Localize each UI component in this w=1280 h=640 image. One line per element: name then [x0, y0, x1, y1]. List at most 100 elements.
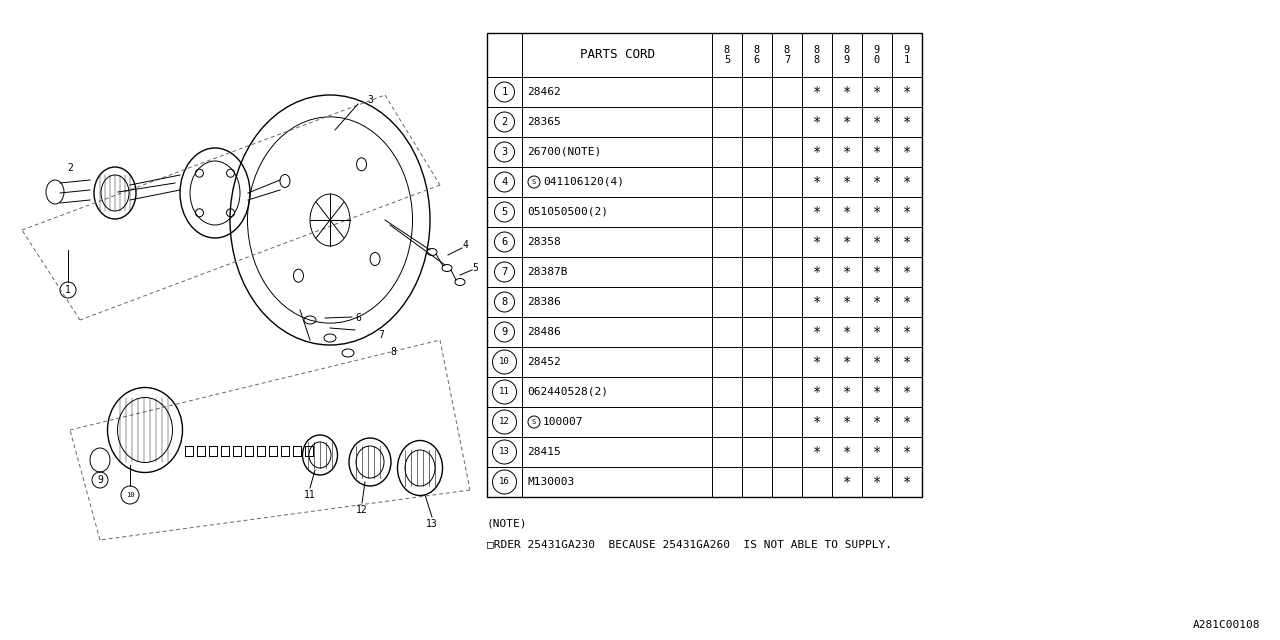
Text: *: * — [842, 85, 851, 99]
Text: 11: 11 — [499, 387, 509, 397]
Text: *: * — [842, 295, 851, 309]
Text: 28365: 28365 — [527, 117, 561, 127]
Text: *: * — [873, 445, 881, 459]
Text: M130003: M130003 — [527, 477, 575, 487]
Text: 1: 1 — [65, 285, 70, 295]
Text: 9
0: 9 0 — [874, 45, 881, 65]
Text: *: * — [842, 145, 851, 159]
Text: *: * — [902, 385, 911, 399]
Text: 4: 4 — [502, 177, 508, 187]
Text: 13: 13 — [426, 519, 438, 529]
Text: *: * — [813, 385, 822, 399]
Text: *: * — [902, 325, 911, 339]
Text: *: * — [902, 445, 911, 459]
Text: 100007: 100007 — [543, 417, 584, 427]
Text: *: * — [842, 385, 851, 399]
Text: *: * — [873, 415, 881, 429]
Text: *: * — [842, 325, 851, 339]
Text: 8
6: 8 6 — [754, 45, 760, 65]
Text: 28387B: 28387B — [527, 267, 567, 277]
Text: 8
5: 8 5 — [724, 45, 730, 65]
Text: 062440528(2): 062440528(2) — [527, 387, 608, 397]
Text: *: * — [873, 385, 881, 399]
Text: *: * — [873, 85, 881, 99]
Text: 28358: 28358 — [527, 237, 561, 247]
Text: 5: 5 — [472, 263, 477, 273]
Text: 12: 12 — [356, 505, 367, 515]
Text: *: * — [873, 115, 881, 129]
Text: *: * — [842, 265, 851, 279]
Bar — [486, 33, 922, 497]
Text: *: * — [842, 205, 851, 219]
Text: 10: 10 — [125, 492, 134, 498]
Text: *: * — [902, 235, 911, 249]
Text: A281C00108: A281C00108 — [1193, 620, 1260, 630]
Text: 041106120(4): 041106120(4) — [543, 177, 625, 187]
Text: *: * — [813, 295, 822, 309]
Text: *: * — [842, 415, 851, 429]
Text: 8: 8 — [390, 347, 396, 357]
Text: *: * — [873, 265, 881, 279]
Text: 9
1: 9 1 — [904, 45, 910, 65]
Text: *: * — [902, 355, 911, 369]
Text: *: * — [842, 115, 851, 129]
Text: 3: 3 — [502, 147, 508, 157]
Text: 2: 2 — [67, 163, 73, 173]
Text: 7: 7 — [502, 267, 508, 277]
Text: 051050500(2): 051050500(2) — [527, 207, 608, 217]
Text: 2: 2 — [502, 117, 508, 127]
Text: 28452: 28452 — [527, 357, 561, 367]
Text: *: * — [813, 265, 822, 279]
Text: *: * — [813, 145, 822, 159]
Text: 9: 9 — [502, 327, 508, 337]
Text: 28415: 28415 — [527, 447, 561, 457]
Text: 8: 8 — [502, 297, 508, 307]
Text: *: * — [902, 265, 911, 279]
Text: 8
8: 8 8 — [814, 45, 820, 65]
Text: *: * — [902, 115, 911, 129]
Text: *: * — [813, 415, 822, 429]
Text: *: * — [873, 355, 881, 369]
Text: 4: 4 — [462, 240, 468, 250]
Text: 7: 7 — [378, 330, 384, 340]
Text: 5: 5 — [502, 207, 508, 217]
Text: *: * — [873, 325, 881, 339]
Text: 28486: 28486 — [527, 327, 561, 337]
Text: *: * — [813, 175, 822, 189]
Text: *: * — [813, 85, 822, 99]
Text: *: * — [813, 115, 822, 129]
Text: 28462: 28462 — [527, 87, 561, 97]
Text: *: * — [902, 85, 911, 99]
Text: S: S — [532, 179, 536, 185]
Text: *: * — [813, 445, 822, 459]
Text: *: * — [902, 415, 911, 429]
Text: *: * — [842, 175, 851, 189]
Text: *: * — [873, 175, 881, 189]
Text: *: * — [902, 205, 911, 219]
Text: S: S — [532, 419, 536, 425]
Text: □RDER 25431GA230  BECAUSE 25431GA260  IS NOT ABLE TO SUPPLY.: □RDER 25431GA230 BECAUSE 25431GA260 IS N… — [486, 539, 892, 549]
Text: 6: 6 — [502, 237, 508, 247]
Text: 28386: 28386 — [527, 297, 561, 307]
Text: *: * — [842, 445, 851, 459]
Text: *: * — [873, 295, 881, 309]
Text: 8
7: 8 7 — [783, 45, 790, 65]
Text: 1: 1 — [502, 87, 508, 97]
Text: *: * — [813, 325, 822, 339]
Text: 16: 16 — [499, 477, 509, 486]
Text: *: * — [813, 235, 822, 249]
Text: *: * — [902, 295, 911, 309]
Text: 10: 10 — [499, 358, 509, 367]
Text: *: * — [813, 355, 822, 369]
Text: *: * — [902, 145, 911, 159]
Text: *: * — [873, 475, 881, 489]
Text: 26700(NOTE): 26700(NOTE) — [527, 147, 602, 157]
Text: *: * — [842, 475, 851, 489]
Text: *: * — [873, 235, 881, 249]
Text: *: * — [842, 355, 851, 369]
Text: *: * — [902, 475, 911, 489]
Text: 3: 3 — [367, 95, 372, 105]
Text: (NOTE): (NOTE) — [486, 519, 527, 529]
Text: *: * — [873, 205, 881, 219]
Text: 12: 12 — [499, 417, 509, 426]
